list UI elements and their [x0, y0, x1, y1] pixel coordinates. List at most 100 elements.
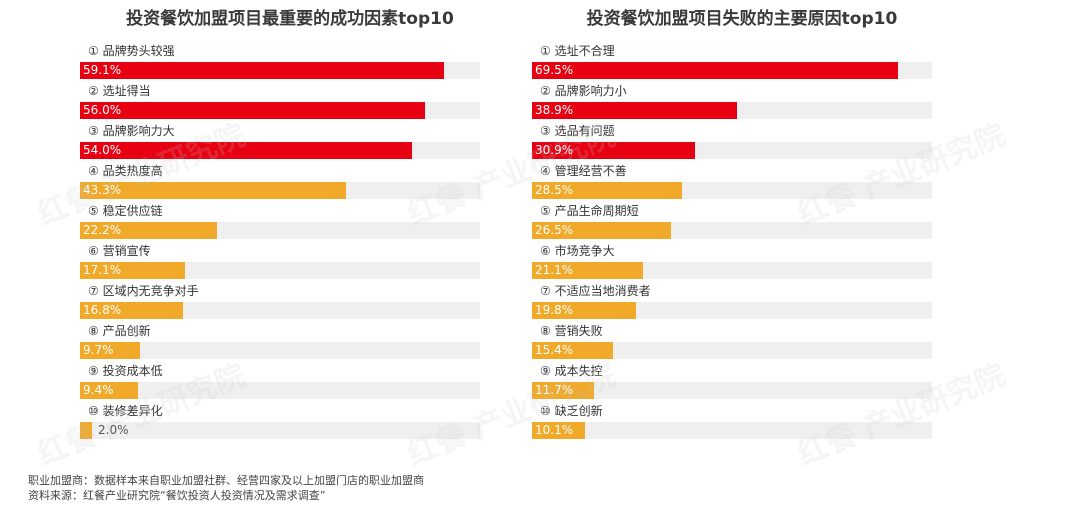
- bar-row: ⑦ 不适应当地消费者 19.8%: [532, 284, 952, 322]
- bar-row: ⑧ 产品创新 9.7%: [80, 324, 500, 362]
- category-label: ① 品牌势头较强: [88, 44, 175, 58]
- bar-row: ③ 品牌影响力大 54.0%: [80, 124, 500, 162]
- bar: [532, 382, 594, 399]
- bar-row: ② 品牌影响力小 38.9%: [532, 84, 952, 122]
- bar: [80, 422, 92, 439]
- bar-track: 21.1%: [532, 262, 932, 279]
- bar-track: 56.0%: [80, 102, 480, 119]
- bar-row: ⑨ 成本失控 11.7%: [532, 364, 952, 402]
- bar-track: 54.0%: [80, 142, 480, 159]
- category-label: ⑦ 不适应当地消费者: [540, 284, 651, 298]
- category-label: ⑨ 投资成本低: [88, 364, 163, 378]
- bar-track: 26.5%: [532, 222, 932, 239]
- value-label: 9.4%: [83, 383, 114, 397]
- category-label: ⑩ 缺乏创新: [540, 404, 603, 418]
- bar: [532, 262, 643, 279]
- bar: [80, 62, 444, 79]
- bar-track: 15.4%: [532, 342, 932, 359]
- category-label: ③ 选品有问题: [540, 124, 615, 138]
- value-label: 30.9%: [535, 143, 574, 157]
- category-label: ⑨ 成本失控: [540, 364, 603, 378]
- bar-row: ① 品牌势头较强 59.1%: [80, 44, 500, 82]
- value-label: 17.1%: [83, 263, 122, 277]
- bar: [532, 182, 682, 199]
- bar: [532, 422, 585, 439]
- bar: [80, 102, 425, 119]
- bar-track: 16.8%: [80, 302, 480, 319]
- category-label: ③ 品牌影响力大: [88, 124, 175, 138]
- value-label: 43.3%: [83, 183, 122, 197]
- bar: [532, 142, 695, 159]
- value-label: 21.1%: [535, 263, 574, 277]
- bar: [80, 182, 346, 199]
- value-label: 54.0%: [83, 143, 122, 157]
- bar-track: 17.1%: [80, 262, 480, 279]
- bar-track: 9.7%: [80, 342, 480, 359]
- bar-track: 9.4%: [80, 382, 480, 399]
- category-label: ⑤ 产品生命周期短: [540, 204, 639, 218]
- category-label: ⑧ 营销失败: [540, 324, 603, 338]
- category-label: ⑥ 营销宣传: [88, 244, 151, 258]
- bar-track: 43.3%: [80, 182, 480, 199]
- bar: [80, 382, 138, 399]
- value-label: 11.7%: [535, 383, 574, 397]
- value-label: 16.8%: [83, 303, 122, 317]
- category-label: ⑩ 装修差异化: [88, 404, 163, 418]
- value-label: 2.0%: [98, 423, 129, 437]
- bar-track: 2.0%: [80, 422, 480, 439]
- bar-row: ⑩ 装修差异化 2.0%: [80, 404, 500, 442]
- bar-track: 30.9%: [532, 142, 932, 159]
- bar: [532, 302, 636, 319]
- bar: [532, 342, 613, 359]
- category-label: ④ 管理经营不善: [540, 164, 627, 178]
- value-label: 38.9%: [535, 103, 574, 117]
- bar-row: ⑤ 稳定供应链 22.2%: [80, 204, 500, 242]
- bar-track: 22.2%: [80, 222, 480, 239]
- bar-track: 59.1%: [80, 62, 480, 79]
- bar: [80, 222, 217, 239]
- value-label: 69.5%: [535, 63, 574, 77]
- bar-row: ④ 品类热度高 43.3%: [80, 164, 500, 202]
- category-label: ② 品牌影响力小: [540, 84, 627, 98]
- value-label: 56.0%: [83, 103, 122, 117]
- bar: [532, 102, 737, 119]
- category-label: ② 选址得当: [88, 84, 151, 98]
- bar-row: ⑤ 产品生命周期短 26.5%: [532, 204, 952, 242]
- category-label: ④ 品类热度高: [88, 164, 163, 178]
- value-label: 19.8%: [535, 303, 574, 317]
- category-label: ① 选址不合理: [540, 44, 615, 58]
- bar: [532, 222, 671, 239]
- bar: [80, 302, 183, 319]
- bar-track: 28.5%: [532, 182, 932, 199]
- bar-track: 19.8%: [532, 302, 932, 319]
- success-factors-title: 投资餐饮加盟项目最重要的成功因素top10: [126, 9, 454, 29]
- failure-reasons-title: 投资餐饮加盟项目失败的主要原因top10: [586, 9, 898, 29]
- value-label: 28.5%: [535, 183, 574, 197]
- bar-row: ⑧ 营销失败 15.4%: [532, 324, 952, 362]
- bar-row: ⑩ 缺乏创新 10.1%: [532, 404, 952, 442]
- bar-row: ② 选址得当 56.0%: [80, 84, 500, 122]
- bar: [80, 342, 140, 359]
- value-label: 59.1%: [83, 63, 122, 77]
- category-label: ⑥ 市场竞争大: [540, 244, 615, 258]
- bar: [532, 62, 898, 79]
- bar-track: 69.5%: [532, 62, 932, 79]
- bar-row: ④ 管理经营不善 28.5%: [532, 164, 952, 202]
- footnote-source: 资料来源：红餐产业研究院“餐饮投资人投资情况及需求调查”: [28, 489, 326, 502]
- category-label: ⑧ 产品创新: [88, 324, 151, 338]
- bar-row: ⑥ 市场竞争大 21.1%: [532, 244, 952, 282]
- footnote-sample: 职业加盟商：数据样本来自职业加盟社群、经营四家及以上加盟门店的职业加盟商: [28, 474, 424, 487]
- value-label: 9.7%: [83, 343, 114, 357]
- failure-reasons-chart: 投资餐饮加盟项目失败的主要原因top10 ① 选址不合理 69.5% ② 品牌影响力…: [532, 0, 952, 450]
- bar: [80, 262, 185, 279]
- value-label: 10.1%: [535, 423, 574, 437]
- bar: [80, 142, 412, 159]
- value-label: 15.4%: [535, 343, 574, 357]
- bar-row: ⑨ 投资成本低 9.4%: [80, 364, 500, 402]
- category-label: ⑤ 稳定供应链: [88, 204, 163, 218]
- category-label: ⑦ 区域内无竞争对手: [88, 284, 199, 298]
- bar-row: ⑥ 营销宣传 17.1%: [80, 244, 500, 282]
- bar-row: ① 选址不合理 69.5%: [532, 44, 952, 82]
- value-label: 26.5%: [535, 223, 574, 237]
- bar-track: 10.1%: [532, 422, 932, 439]
